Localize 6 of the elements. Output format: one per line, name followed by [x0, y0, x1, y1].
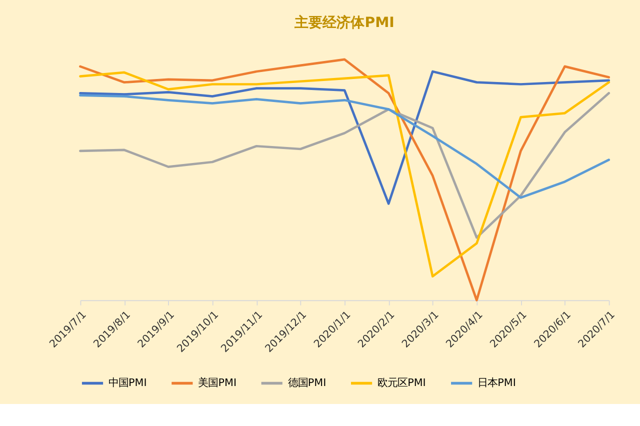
legend-label: 欧元区PMI — [378, 377, 426, 390]
legend-label: 德国PMI — [288, 377, 326, 390]
legend-label: 中国PMI — [108, 377, 147, 390]
legend-label: 日本PMI — [478, 377, 516, 390]
legend-label: 美国PMI — [198, 377, 237, 390]
chart-title: 主要经济体PMI — [294, 14, 394, 32]
